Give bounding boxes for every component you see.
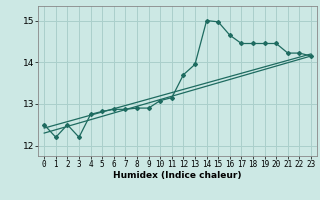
X-axis label: Humidex (Indice chaleur): Humidex (Indice chaleur) xyxy=(113,171,242,180)
